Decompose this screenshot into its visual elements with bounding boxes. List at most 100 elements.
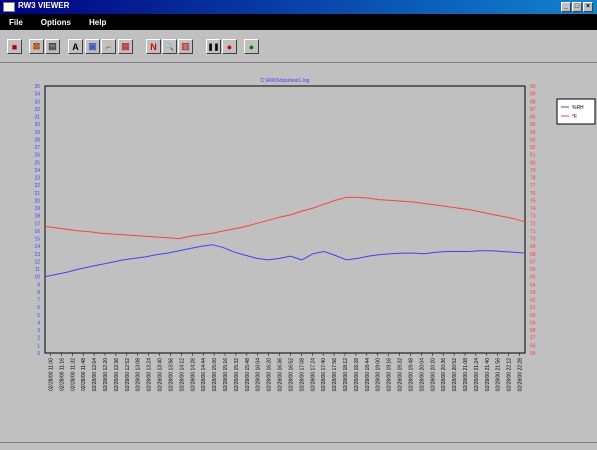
right-tick-label: 79: [530, 168, 536, 174]
x-tick-label: 02/28/00 14:44: [201, 358, 207, 392]
x-tick-label: 02/28/00 18:12: [343, 358, 349, 392]
left-tick-label: 15: [34, 237, 40, 243]
x-tick-label: 02/28/00 21:08: [463, 358, 469, 392]
exit-button[interactable]: ■: [7, 39, 22, 54]
left-tick-label: 27: [34, 145, 40, 151]
left-tick-label: 1: [37, 343, 40, 349]
copy-button[interactable]: ▣: [85, 39, 100, 54]
left-tick-label: 33: [34, 99, 40, 105]
right-tick-label: 81: [530, 153, 536, 159]
close-button[interactable]: ×: [583, 2, 593, 12]
x-tick-label: 02/28/00 21:40: [485, 358, 491, 392]
text-button[interactable]: A: [68, 39, 83, 54]
right-tick-label: 85: [530, 122, 536, 128]
right-tick-label: 55: [530, 351, 536, 357]
right-tick-label: 75: [530, 198, 536, 204]
right-tick-label: 82: [530, 145, 536, 151]
n-icon: N: [150, 41, 157, 52]
legend-label-rh: %RH: [572, 105, 584, 111]
x-tick-label: 02/28/00 19:48: [408, 358, 414, 392]
left-tick-label: 6: [37, 305, 40, 311]
x-tick-label: 02/28/00 19:32: [398, 358, 404, 392]
zoom-icon: 🔍: [165, 43, 174, 51]
x-tick-label: 02/28/00 18:44: [365, 358, 371, 392]
left-tick-label: 28: [34, 137, 40, 143]
left-tick-label: 10: [34, 275, 40, 281]
copy-icon: ▣: [88, 41, 97, 51]
x-tick-label: 02/28/00 12:36: [114, 358, 120, 392]
chart-button[interactable]: ▥: [178, 39, 193, 54]
right-tick-label: 78: [530, 176, 536, 182]
right-tick-label: 74: [530, 206, 536, 212]
x-tick-label: 02/28/00 20:52: [452, 358, 458, 392]
right-tick-label: 58: [530, 328, 536, 334]
open-button[interactable]: ⊠: [29, 39, 44, 54]
right-tick-label: 60: [530, 313, 536, 319]
left-tick-label: 25: [34, 160, 40, 166]
print-button[interactable]: ▤: [45, 39, 60, 54]
x-tick-label: 02/28/00 17:08: [299, 358, 305, 392]
x-tick-label: 02/28/00 15:00: [212, 358, 218, 392]
menu-bar: File Options Help: [0, 14, 597, 30]
app-icon[interactable]: [3, 2, 15, 12]
print-icon: ▤: [48, 41, 57, 51]
x-tick-label: 02/28/00 11:32: [70, 358, 76, 391]
minimize-button[interactable]: _: [561, 2, 571, 12]
x-tick-label: 02/28/00 21:56: [496, 358, 502, 392]
right-tick-label: 64: [530, 282, 536, 288]
menu-file[interactable]: File: [9, 17, 23, 27]
left-tick-label: 20: [34, 198, 40, 204]
stop-icon: ●: [226, 41, 233, 52]
legend-label-f: °F: [572, 114, 577, 120]
left-tick-label: 30: [34, 122, 40, 128]
left-tick-label: 12: [34, 259, 40, 265]
x-tick-label: 02/28/00 15:16: [223, 358, 229, 392]
go-icon: ●: [248, 41, 255, 52]
nav-button[interactable]: N: [146, 39, 161, 54]
x-tick-label: 02/28/00 11:48: [81, 358, 87, 391]
chart-panel: C:\RW3\data\test1.log 0 1 2 3 4 5 6 7 8 9 10 11 12 13…: [8, 66, 597, 443]
left-tick-label: 19: [34, 206, 40, 212]
scale-button[interactable]: ⌐: [101, 39, 116, 54]
go-button[interactable]: ●: [244, 39, 259, 54]
x-tick-label: 02/28/00 17:40: [321, 358, 327, 392]
x-tick-label: 02/28/00 11:00: [48, 358, 54, 391]
right-tick-label: 66: [530, 267, 536, 273]
x-tick-label: 02/28/00 21:24: [474, 358, 480, 392]
left-tick-label: 9: [37, 282, 40, 288]
left-tick-label: 29: [34, 130, 40, 136]
zoom-button[interactable]: 🔍: [162, 39, 177, 54]
menu-help[interactable]: Help: [89, 17, 107, 27]
right-tick-label: 76: [530, 191, 536, 197]
title-bar[interactable]: RW3 VIEWER _ □ ×: [0, 0, 597, 14]
left-tick-label: 13: [34, 252, 40, 258]
chart-icon: ▥: [181, 41, 190, 51]
scale-icon: ⌐: [105, 41, 112, 52]
right-tick-label: 87: [530, 107, 536, 113]
chart: C:\RW3\data\test1.log 012345678910111213…: [34, 78, 596, 392]
grid-button[interactable]: ▦: [118, 39, 133, 54]
stop-button[interactable]: ●: [222, 39, 237, 54]
right-tick-label: 88: [530, 99, 536, 105]
right-tick-label: 69: [530, 244, 536, 250]
menu-options[interactable]: Options: [40, 17, 71, 27]
left-tick-label: 5: [37, 313, 40, 319]
left-tick-label: 0: [37, 351, 40, 357]
right-tick-label: 71: [530, 229, 536, 235]
left-tick-label: 26: [34, 153, 40, 159]
pause-button[interactable]: ❚❚: [206, 39, 221, 54]
x-tick-label: 02/28/00 22:28: [518, 358, 524, 392]
plot-frame: [44, 85, 526, 354]
toolbar: ■ ⊠ ▤ A ▣ ⌐ ▦ N 🔍 ▥ ❚❚ ● ●: [0, 32, 597, 63]
series-f-line: [44, 196, 526, 240]
left-tick-label: 18: [34, 214, 40, 220]
maximize-button[interactable]: □: [572, 2, 582, 12]
x-tick-label: 02/28/00 16:20: [267, 358, 273, 392]
x-tick-label: 02/28/00 16:52: [288, 358, 294, 392]
right-tick-label: 73: [530, 214, 536, 220]
right-tick-label: 84: [530, 130, 536, 136]
x-tick-label: 02/28/00 19:00: [376, 358, 382, 392]
x-tick-label: 02/28/00 16:04: [256, 358, 262, 392]
right-tick-label: 61: [530, 305, 536, 311]
x-tick-label: 02/28/00 11:16: [59, 358, 65, 391]
